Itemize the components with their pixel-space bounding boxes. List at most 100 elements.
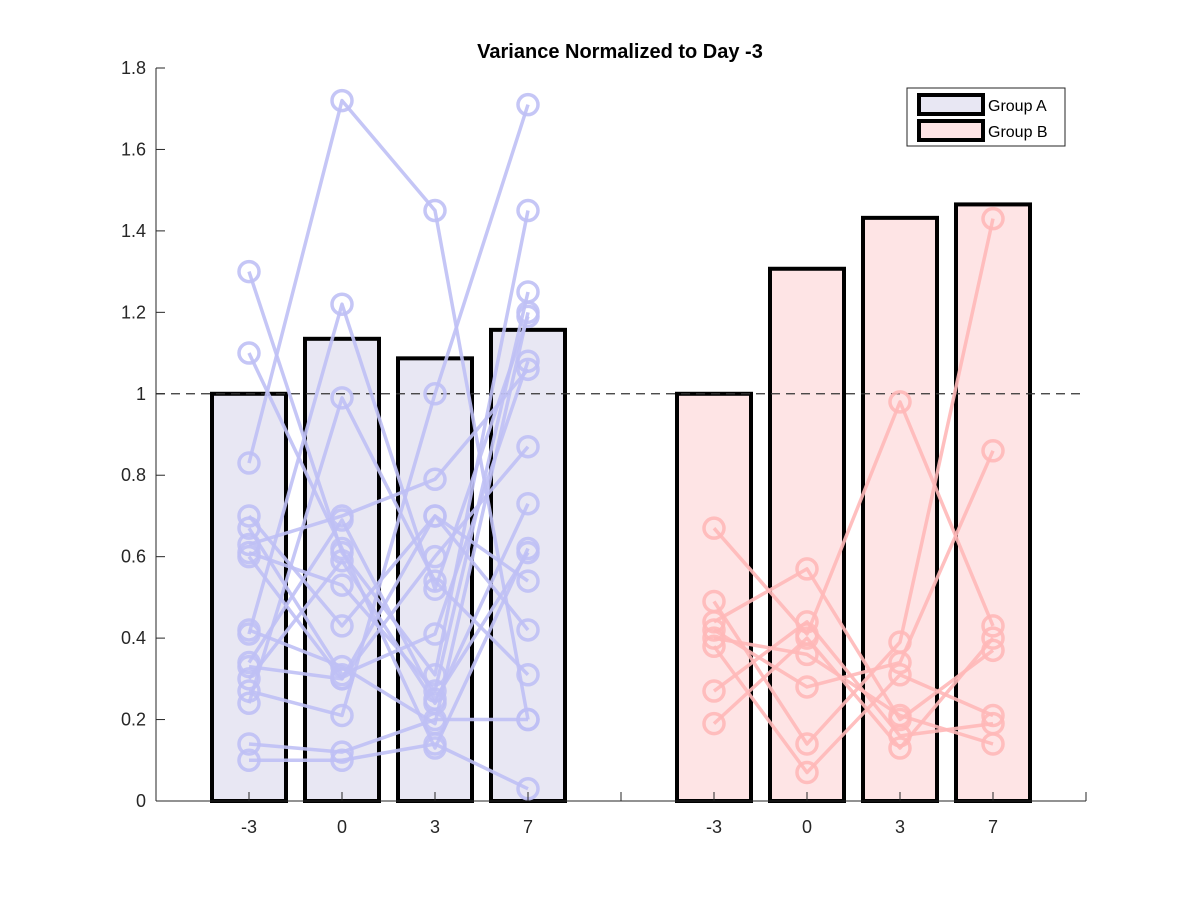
subject-line-group-1-12	[248, 514, 530, 681]
subject-point-group-1-7-day-3	[423, 679, 447, 703]
subject-point-group-2-7-day-7	[981, 711, 1005, 736]
y-tick-label: 1	[136, 384, 146, 404]
subject-point-group-2-8-day-3	[888, 736, 912, 760]
y-tick-label: 1.2	[121, 302, 146, 322]
subject-point-group-1-13-day-0	[330, 548, 354, 573]
subject-line-group-2-1	[712, 400, 995, 636]
subject-point-group-2-1-day-7	[981, 614, 1005, 638]
subject-line-group-1-3	[247, 98, 530, 720]
subject-point-group-2-4-day-7	[981, 439, 1005, 463]
subject-line-group-2-8	[712, 636, 995, 750]
legend-swatch-group-1	[917, 93, 985, 116]
subject-point-group-1-1-day--3	[237, 259, 261, 284]
legend-swatch-group-2	[917, 119, 985, 142]
subject-point-group-1-12-day-0	[330, 667, 354, 691]
x-tick-label-group-2: 0	[802, 817, 812, 837]
x-tick-label-group-1: 0	[337, 817, 347, 837]
subject-point-group-1-10-day-7	[516, 304, 540, 329]
x-tick-label-group-1: 3	[430, 817, 440, 837]
subject-point-group-1-17-day--3	[237, 748, 261, 773]
subject-point-group-2-2-day-7	[981, 206, 1005, 231]
subject-line-group-1-17	[249, 742, 529, 791]
subject-point-group-1-1-day-7	[516, 198, 540, 223]
subject-point-group-1-14-day-0	[330, 703, 354, 728]
subject-point-group-2-8-day-0	[795, 626, 819, 650]
subject-point-group-1-11-day-7	[516, 540, 540, 565]
subject-point-group-2-1-day--3	[702, 516, 726, 540]
subject-line-group-2-7	[712, 620, 994, 738]
subject-point-group-1-6-day-3	[423, 467, 447, 492]
subject-point-group-1-15-day-0	[330, 386, 354, 410]
y-tick-label: 0	[136, 791, 146, 811]
subject-point-group-2-2-day-0	[795, 732, 819, 756]
legend-label-group-2: Group B	[988, 124, 1048, 141]
subject-point-group-2-3-day-7	[981, 638, 1005, 663]
subject-point-group-2-4-day-0	[795, 675, 819, 699]
subject-point-group-2-8-day-7	[981, 626, 1005, 650]
subject-point-group-1-9-day-0	[330, 654, 354, 679]
bar-group-1-day--3	[210, 391, 288, 803]
subject-point-group-1-6-day--3	[237, 532, 261, 557]
subject-point-group-1-5-day-7	[516, 349, 540, 373]
subject-point-group-1-16-day--3	[237, 732, 261, 756]
subject-point-group-2-7-day--3	[702, 679, 726, 703]
subject-point-group-1-13-day--3	[237, 667, 261, 691]
subject-point-group-1-16-day-3	[423, 707, 447, 732]
subject-point-group-2-6-day-0	[795, 760, 819, 785]
subject-line-group-1-1	[247, 210, 530, 677]
subject-point-group-1-13-day-3	[423, 691, 447, 716]
subject-line-group-1-13	[247, 502, 530, 706]
bar-group-2-day-0	[768, 266, 846, 803]
y-tick-label: 1.4	[121, 221, 146, 241]
legend: Group A Group B	[906, 87, 1066, 147]
subject-point-group-1-10-day-0	[330, 292, 354, 316]
legend-label-group-1: Group A	[988, 98, 1047, 115]
subject-point-group-2-3-day--3	[702, 610, 726, 634]
y-tick-label: 0.4	[121, 628, 146, 648]
subject-line-group-1-14	[248, 104, 530, 718]
x-tick-label-group-1: -3	[241, 817, 257, 837]
subject-point-group-1-5-day-3	[423, 622, 447, 646]
subject-point-group-2-1-day-3	[888, 390, 912, 414]
subject-point-group-2-5-day-0	[795, 642, 819, 667]
chart-title: Variance Normalized to Day -3	[477, 41, 763, 63]
subject-point-group-1-14-day--3	[237, 679, 261, 703]
subject-point-group-2-6-day--3	[702, 634, 726, 659]
subject-point-group-1-3-day--3	[237, 451, 261, 475]
bar-group-2-day--3	[675, 391, 753, 803]
subject-point-group-2-3-day-0	[795, 557, 819, 581]
subject-line-group-1-15	[247, 396, 530, 704]
subject-point-group-1-11-day-0	[330, 508, 354, 532]
subject-point-group-1-8-day-7	[516, 434, 540, 459]
subject-point-group-1-14-day-7	[516, 92, 540, 117]
subject-point-group-1-7-day-0	[330, 573, 354, 597]
subject-point-group-2-7-day-3	[888, 724, 912, 748]
subject-point-group-1-16-day-0	[330, 740, 354, 764]
subject-point-group-1-14-day-3	[423, 382, 447, 406]
subject-point-group-1-16-day-7	[516, 707, 540, 732]
axes: 0 0.2 0.4 0.6 0.8 1 1.2 1.4 1.6 1.8 -3 0 3 7 -3 0 3 7	[121, 58, 1087, 837]
subject-line-group-1-16	[248, 717, 528, 754]
subject-point-group-1-12-day-3	[423, 504, 447, 528]
subject-point-group-1-6-day-7	[516, 357, 540, 382]
subject-point-group-1-12-day-7	[516, 618, 540, 642]
subject-line-group-1-10	[247, 302, 530, 635]
subject-point-group-2-7-day-0	[795, 610, 819, 634]
plot-area	[156, 88, 1086, 804]
y-tick-label: 0.6	[121, 547, 146, 567]
subject-point-group-1-5-day--3	[237, 516, 261, 540]
y-tick-label: 1.6	[121, 139, 146, 159]
subject-point-group-1-8-day-3	[423, 544, 447, 569]
subject-point-group-2-4-day--3	[702, 618, 726, 642]
subject-point-group-1-8-day--3	[237, 544, 261, 569]
subject-point-group-1-17-day-0	[330, 748, 354, 773]
subject-point-group-2-8-day--3	[702, 711, 726, 736]
subject-point-group-1-4-day-0	[330, 614, 354, 638]
subject-line-group-1-7	[248, 291, 530, 693]
subject-point-group-1-13-day-7	[516, 491, 540, 516]
subject-point-group-1-4-day--3	[237, 504, 261, 528]
subject-point-group-1-17-day-3	[423, 732, 447, 756]
subject-line-group-2-3	[713, 567, 995, 722]
subject-point-group-1-3-day-3	[423, 198, 447, 223]
x-tick-label-group-1: 7	[523, 817, 533, 837]
